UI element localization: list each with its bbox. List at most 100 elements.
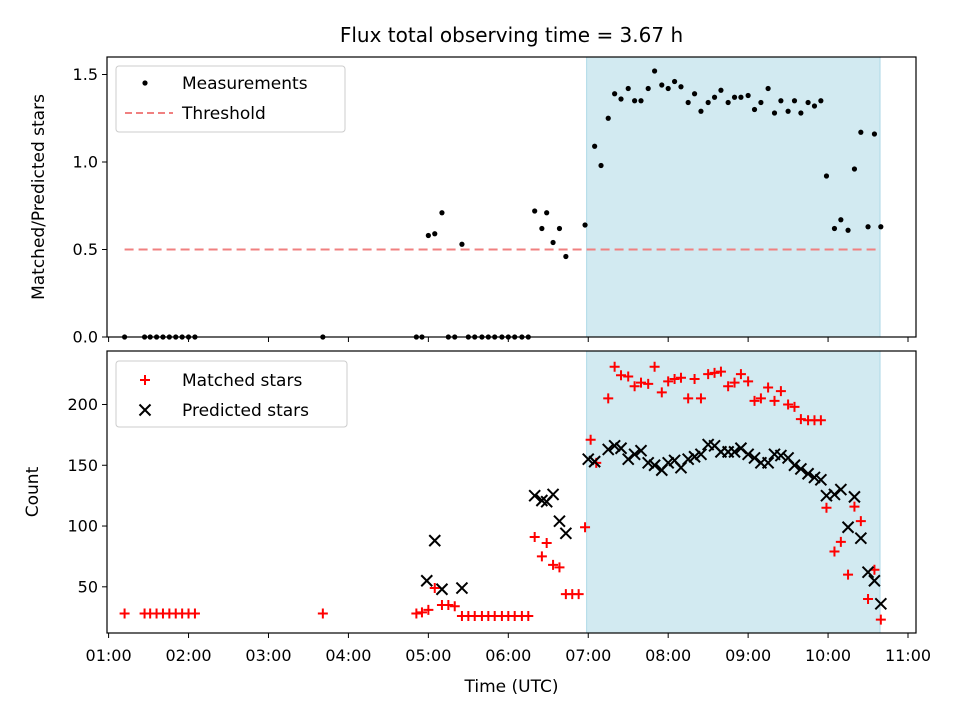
predicted-stars-point bbox=[602, 443, 615, 456]
y-tick-label: 100 bbox=[67, 517, 98, 536]
measurement-point bbox=[785, 108, 791, 114]
measurement-point bbox=[771, 110, 778, 116]
matched-stars-point bbox=[119, 608, 130, 619]
top-axes-frame bbox=[106, 56, 917, 338]
predicted-stars-point bbox=[608, 439, 621, 453]
predicted-stars-point bbox=[528, 489, 541, 502]
predicted-stars-point bbox=[455, 581, 469, 595]
predicted-stars-point bbox=[435, 583, 449, 596]
observing-time-span bbox=[586, 56, 881, 338]
legend-marker-predicted bbox=[138, 403, 152, 417]
measurement-point bbox=[671, 78, 678, 85]
matched-stars-point bbox=[603, 393, 614, 404]
matched-stars-point bbox=[769, 395, 780, 406]
predicted-stars-point bbox=[648, 459, 661, 472]
predicted-stars-point bbox=[828, 488, 841, 501]
predicted-stars-point bbox=[694, 448, 708, 461]
measurement-point bbox=[738, 94, 744, 100]
matched-stars-point bbox=[689, 373, 700, 384]
legend-label-matched: Matched stars bbox=[182, 371, 302, 391]
matched-stars-point bbox=[580, 522, 591, 533]
matched-stars-point bbox=[523, 610, 534, 621]
matched-stars-point bbox=[843, 569, 854, 580]
measurement-point bbox=[638, 98, 644, 104]
matched-stars-point bbox=[423, 604, 434, 615]
matched-stars-point bbox=[649, 361, 660, 372]
measurement-point bbox=[791, 98, 798, 104]
measurement-point bbox=[698, 108, 704, 114]
measurement-point bbox=[878, 224, 884, 230]
predicted-stars-point bbox=[841, 521, 855, 534]
bottom-x-axis: 01:00 02:00 03:00 04:00 05:00 06:00 07:00 08:00… bbox=[86, 633, 931, 665]
predicted-stars-point bbox=[874, 597, 888, 611]
predicted-stars-point bbox=[741, 448, 755, 461]
measurement-point bbox=[544, 210, 550, 216]
measurement-point bbox=[818, 98, 824, 104]
chart-title: Flux total observing time = 3.67 h bbox=[340, 23, 683, 47]
predicted-stars-point bbox=[801, 467, 815, 480]
x-tick-label: 01:00 bbox=[86, 646, 132, 665]
legend-x-marker bbox=[138, 403, 152, 417]
matched-stars-point bbox=[775, 386, 786, 397]
matched-stars-point bbox=[749, 395, 760, 406]
matched-stars-point bbox=[623, 371, 634, 382]
top-legend-box bbox=[115, 65, 346, 133]
matched-stars-point bbox=[829, 546, 840, 557]
predicted-stars-point bbox=[661, 456, 675, 470]
matched-stars-point bbox=[683, 393, 694, 404]
measurement-point bbox=[845, 227, 851, 233]
predicted-stars-point bbox=[559, 527, 573, 540]
predicted-stars-point bbox=[634, 444, 648, 457]
predicted-stars-point bbox=[788, 459, 801, 472]
measurement-point bbox=[725, 99, 731, 106]
matched-stars-point bbox=[189, 608, 200, 619]
matched-stars-point bbox=[636, 377, 647, 388]
panel-counts: 50 100 150 200 01:00 02:00 03:00 04:00 05:00 06:… bbox=[23, 350, 931, 697]
predicted-stars-point bbox=[868, 574, 881, 587]
matched-stars-point bbox=[317, 608, 328, 619]
matched-stars-point bbox=[735, 369, 746, 380]
x-axis-label: Time (UTC) bbox=[464, 677, 559, 697]
matched-stars-point bbox=[663, 376, 674, 387]
legend-marker-measurements bbox=[142, 80, 148, 86]
measurement-point bbox=[805, 99, 811, 106]
x-tick-label: 09:00 bbox=[725, 646, 771, 665]
measurement-point bbox=[556, 225, 563, 232]
measurement-point bbox=[751, 106, 758, 113]
measurement-point bbox=[539, 225, 545, 232]
measurement-point bbox=[598, 162, 604, 169]
matched-stars-point bbox=[548, 559, 559, 570]
matched-stars-point bbox=[835, 536, 846, 547]
legend-label-threshold: Threshold bbox=[181, 104, 266, 124]
matched-stars-point bbox=[643, 378, 654, 389]
matched-stars-point bbox=[763, 382, 774, 393]
measurement-point bbox=[582, 222, 588, 228]
measurement-point bbox=[718, 87, 724, 93]
predicted-stars-point bbox=[814, 473, 828, 487]
matched-stars-point bbox=[743, 376, 754, 387]
predicted-stars-point bbox=[808, 471, 821, 484]
predicted-stars-point bbox=[688, 450, 701, 463]
x-tick-label: 04:00 bbox=[325, 646, 371, 665]
matched-stars-point bbox=[723, 381, 734, 392]
measurement-point bbox=[858, 129, 864, 135]
matched-stars-point bbox=[536, 551, 547, 562]
matched-stars-point bbox=[656, 387, 667, 398]
y-tick-label: 200 bbox=[67, 395, 98, 414]
measurement-point bbox=[612, 91, 618, 97]
predicted-stars-point bbox=[588, 455, 601, 468]
predicted-stars-point bbox=[794, 462, 808, 476]
predicted-stars-point bbox=[861, 566, 875, 579]
measurement-point bbox=[823, 173, 830, 179]
top-y-axis: 0.0 0.5 1.0 1.5 bbox=[73, 65, 107, 347]
predicted-stars-point bbox=[748, 451, 761, 465]
predicted-stars-point bbox=[420, 574, 433, 587]
x-tick-label: 07:00 bbox=[565, 646, 611, 665]
x-tick-label: 06:00 bbox=[485, 646, 531, 665]
matched-stars-point bbox=[541, 538, 552, 549]
x-tick-label: 03:00 bbox=[245, 646, 291, 665]
matched-stars-point bbox=[443, 600, 454, 611]
matched-stars-point bbox=[709, 367, 720, 378]
legend-marker-matched bbox=[140, 375, 150, 385]
